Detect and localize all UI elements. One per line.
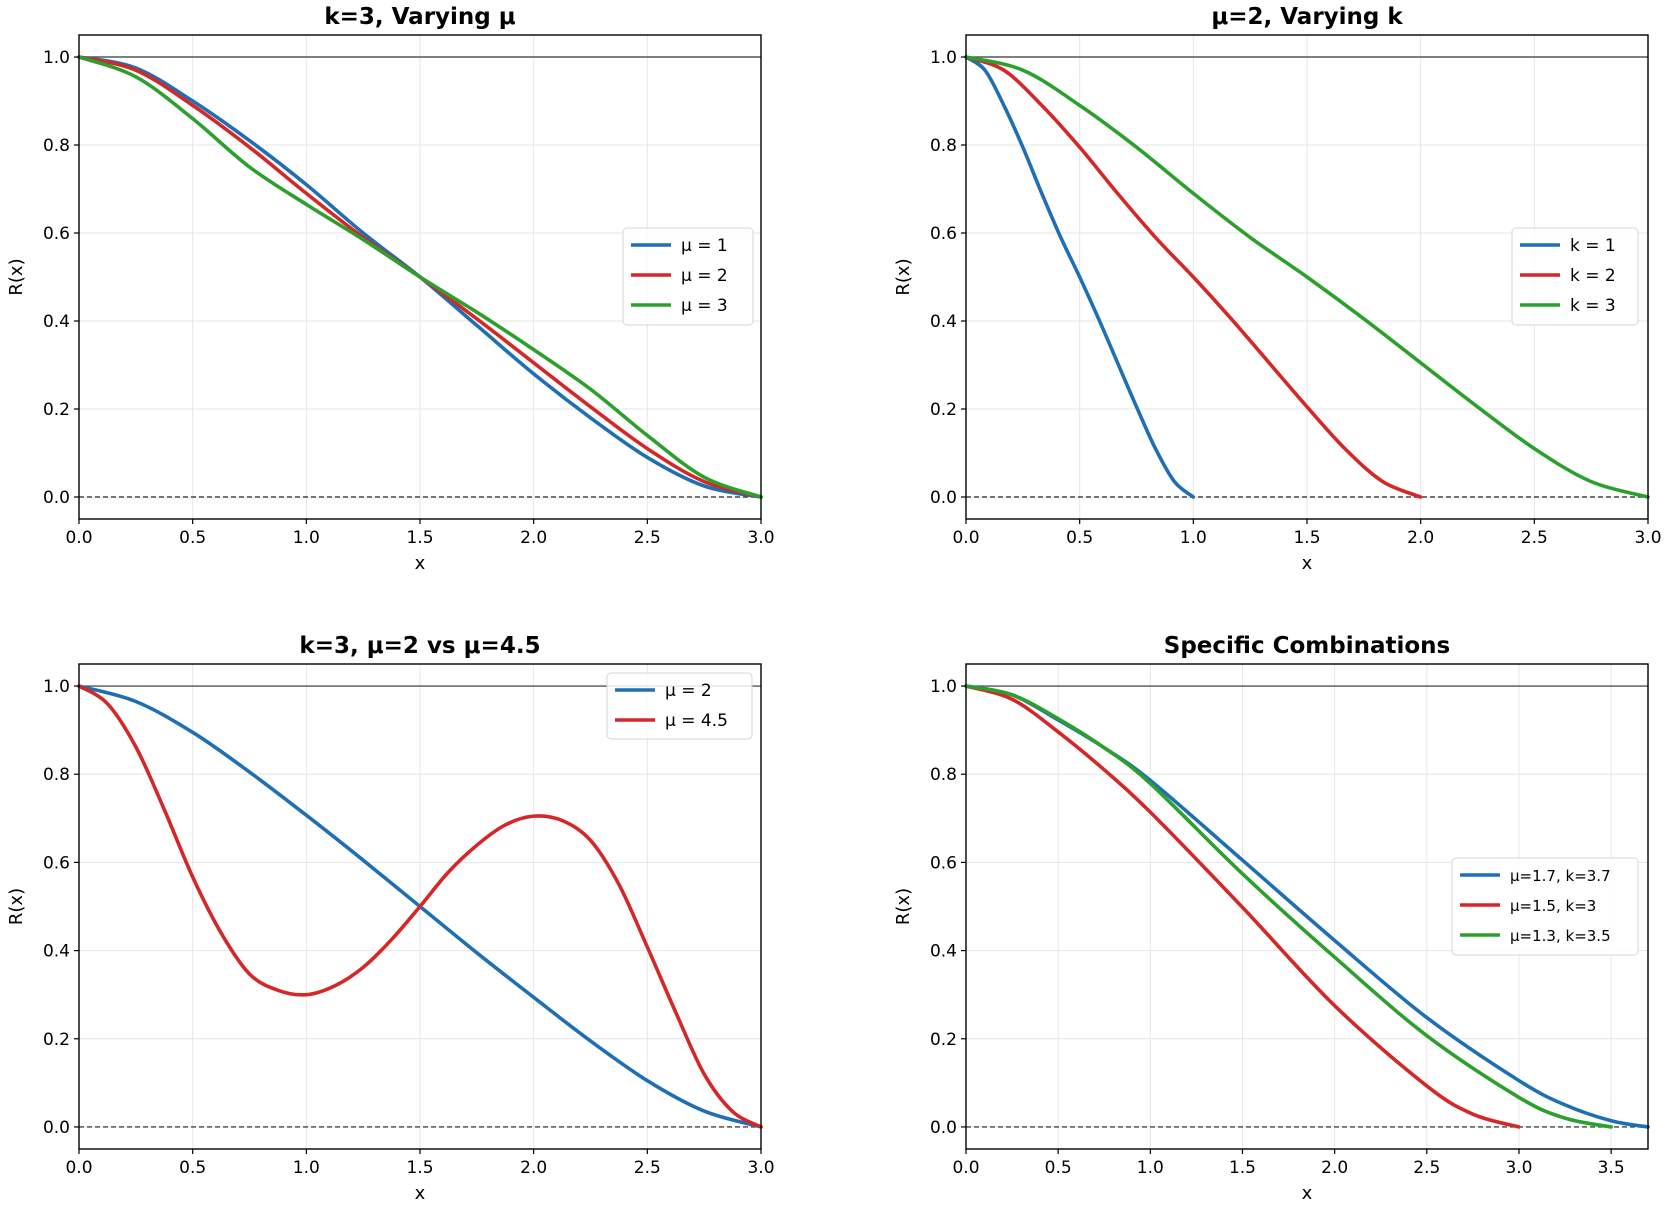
x-axis-label: x — [1302, 1183, 1313, 1204]
subplot-4: 0.0 0.5 1.0 1.5 2.0 2.5 3.0 3.5 0.0 0.2 0.4 0.6 0.8 1… — [893, 633, 1650, 1204]
y-tick-label: 0.6 — [930, 853, 957, 873]
x-tick-label: 3.0 — [1634, 528, 1661, 548]
legend-label: μ = 4.5 — [665, 711, 728, 731]
x-tick-label: 0.0 — [65, 1158, 92, 1178]
x-tick-label: 1.5 — [406, 1158, 433, 1178]
y-tick-label: 1.0 — [43, 677, 70, 697]
series-line-green — [964, 55, 1650, 499]
series-line-green — [964, 684, 1613, 1129]
x-tick-label: 2.0 — [520, 528, 547, 548]
series-line-red — [964, 684, 1521, 1129]
x-tick-label: 3.0 — [747, 528, 774, 548]
y-tick-label: 0.0 — [930, 1118, 957, 1138]
x-tick-label: 3.5 — [1598, 1158, 1625, 1178]
y-tick-label: 0.8 — [43, 765, 70, 785]
subplot-title: k=3, Varying μ — [324, 4, 515, 30]
subplot-2: 0.0 0.5 1.0 1.5 2.0 2.5 3.0 0.0 0.2 0.4 0.6 0.8 1.0 μ… — [893, 4, 1662, 574]
legend-label: μ=1.5, k=3 — [1510, 897, 1596, 915]
y-tick-label: 0.8 — [930, 765, 957, 785]
x-tick-label: 2.0 — [1321, 1158, 1348, 1178]
subplot-1: 0.0 0.5 1.0 1.5 2.0 2.5 3.0 0.0 0.2 0.4 0.6 0.8 1.0 k… — [6, 4, 775, 574]
x-tick-label: 2.0 — [520, 1158, 547, 1178]
axes-frame — [965, 663, 1649, 1150]
legend-box — [1451, 857, 1639, 956]
series-line-red — [964, 55, 1423, 499]
x-tick-label: 0.5 — [1045, 1158, 1072, 1178]
x-tick-label: 0.5 — [179, 528, 206, 548]
subplot-title: μ=2, Varying k — [1211, 4, 1403, 30]
x-tick-label: 1.5 — [406, 528, 433, 548]
y-axis-label: R(x) — [6, 888, 27, 925]
subplot-3: 0.0 0.5 1.0 1.5 2.0 2.5 3.0 0.0 0.2 0.4 0.6 0.8 1.0 k… — [6, 633, 775, 1204]
x-tick-label: 2.5 — [634, 1158, 661, 1178]
legend-box — [622, 227, 754, 326]
legend: μ = 1 μ = 2 μ = 3 — [622, 227, 754, 326]
legend-label: μ=1.7, k=3.7 — [1510, 867, 1611, 885]
x-tick-label: 2.5 — [634, 528, 661, 548]
x-axis-label: x — [415, 553, 426, 574]
x-tick-label: 1.5 — [1293, 528, 1320, 548]
series-line-green — [77, 55, 763, 499]
legend-label: μ = 2 — [681, 266, 728, 286]
y-tick-label: 1.0 — [930, 48, 957, 68]
y-tick-label: 0.6 — [43, 853, 70, 873]
legend-label: k = 1 — [1570, 236, 1616, 256]
x-tick-label: 2.5 — [1521, 528, 1548, 548]
y-tick-label: 0.8 — [43, 136, 70, 156]
legend-label: μ=1.3, k=3.5 — [1510, 927, 1611, 945]
y-tick-label: 0.2 — [930, 400, 957, 420]
x-tick-label: 1.0 — [1180, 528, 1207, 548]
x-tick-label: 1.0 — [293, 528, 320, 548]
x-tick-label: 0.5 — [1066, 528, 1093, 548]
y-tick-label: 0.2 — [930, 1030, 957, 1050]
y-tick-label: 0.8 — [930, 136, 957, 156]
series-line-blue — [964, 55, 1196, 499]
subplot-title: k=3, μ=2 vs μ=4.5 — [299, 633, 540, 659]
y-tick-label: 0.6 — [930, 224, 957, 244]
subplot-title: Specific Combinations — [1164, 633, 1450, 659]
y-axis-label: R(x) — [6, 258, 27, 295]
y-tick-label: 0.4 — [930, 312, 957, 332]
legend: μ=1.7, k=3.7 μ=1.5, k=3 μ=1.3, k=3.5 — [1451, 857, 1639, 956]
series-line-red — [77, 684, 763, 1129]
y-tick-label: 0.2 — [43, 400, 70, 420]
y-axis-label: R(x) — [893, 888, 914, 925]
y-tick-label: 0.0 — [43, 1118, 70, 1138]
y-tick-label: 0.6 — [43, 224, 70, 244]
legend-label: μ = 2 — [665, 681, 712, 701]
y-tick-label: 1.0 — [930, 677, 957, 697]
y-axis-label: R(x) — [893, 258, 914, 295]
y-tick-label: 0.4 — [43, 312, 70, 332]
legend-box — [1511, 227, 1639, 326]
x-axis-label: x — [1302, 553, 1313, 574]
legend-label: k = 2 — [1570, 266, 1616, 286]
y-tick-label: 0.4 — [930, 942, 957, 962]
y-tick-label: 1.0 — [43, 48, 70, 68]
x-tick-label: 2.5 — [1413, 1158, 1440, 1178]
x-tick-label: 1.0 — [1137, 1158, 1164, 1178]
x-tick-label: 2.0 — [1407, 528, 1434, 548]
y-tick-label: 0.2 — [43, 1030, 70, 1050]
legend-label: μ = 1 — [681, 236, 728, 256]
legend: μ = 2 μ = 4.5 — [606, 672, 753, 740]
legend-label: k = 3 — [1570, 296, 1616, 316]
y-tick-label: 0.0 — [930, 488, 957, 508]
x-tick-label: 3.0 — [1505, 1158, 1532, 1178]
x-tick-label: 0.0 — [952, 528, 979, 548]
legend: k = 1 k = 2 k = 3 — [1511, 227, 1639, 326]
x-tick-label: 1.5 — [1229, 1158, 1256, 1178]
x-tick-label: 1.0 — [293, 1158, 320, 1178]
legend-label: μ = 3 — [681, 296, 728, 316]
y-tick-label: 0.4 — [43, 942, 70, 962]
x-tick-label: 0.5 — [179, 1158, 206, 1178]
y-tick-label: 0.0 — [43, 488, 70, 508]
x-tick-label: 3.0 — [747, 1158, 774, 1178]
x-tick-label: 0.0 — [65, 528, 92, 548]
x-axis-label: x — [415, 1183, 426, 1204]
x-tick-label: 0.0 — [952, 1158, 979, 1178]
